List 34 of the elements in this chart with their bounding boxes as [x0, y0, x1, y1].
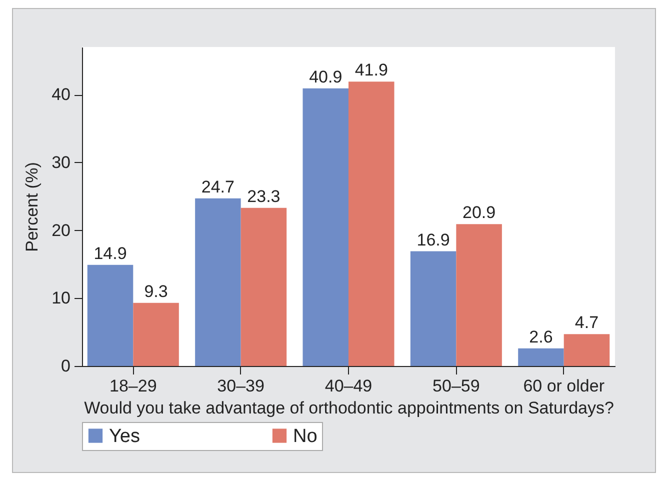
- bar: [456, 224, 502, 366]
- x-tick-label: 18–29: [110, 376, 157, 396]
- x-tick-label: 30–39: [217, 376, 264, 396]
- y-tick-label: 10: [52, 288, 70, 308]
- data-label: 4.7: [574, 313, 599, 332]
- bar: [133, 302, 179, 366]
- data-label: 16.9: [416, 230, 450, 250]
- x-tick-label: 40–49: [324, 376, 372, 396]
- data-label: 14.9: [94, 244, 127, 263]
- data-label: 23.3: [247, 186, 280, 206]
- x-axis-title: Would you take advantage of orthodontic appointments on Saturdays?: [84, 398, 614, 418]
- y-tick-label: 30: [52, 152, 70, 172]
- y-tick-label: 20: [52, 220, 70, 240]
- data-label: 20.9: [462, 203, 496, 222]
- bar: [410, 251, 456, 366]
- x-tick-label: 60 or older: [523, 376, 605, 396]
- y-tick-label: 40: [52, 85, 70, 104]
- data-label: 2.6: [529, 327, 553, 346]
- bar: [302, 88, 348, 366]
- bar: [564, 334, 610, 366]
- data-label: 24.7: [201, 177, 234, 196]
- bar: [348, 82, 394, 366]
- bar: [195, 198, 241, 366]
- data-label: 41.9: [354, 60, 388, 80]
- x-tick-label: 50–59: [432, 376, 480, 396]
- bar: [87, 264, 134, 366]
- legend-label: Yes: [109, 426, 140, 447]
- data-label: 9.3: [144, 282, 168, 301]
- y-axis-title: Percent (%): [22, 162, 42, 252]
- data-label: 40.9: [309, 67, 342, 86]
- bar: [518, 348, 564, 366]
- bar: [240, 208, 287, 366]
- y-tick-label: 0: [61, 356, 70, 376]
- legend-label: No: [293, 426, 318, 447]
